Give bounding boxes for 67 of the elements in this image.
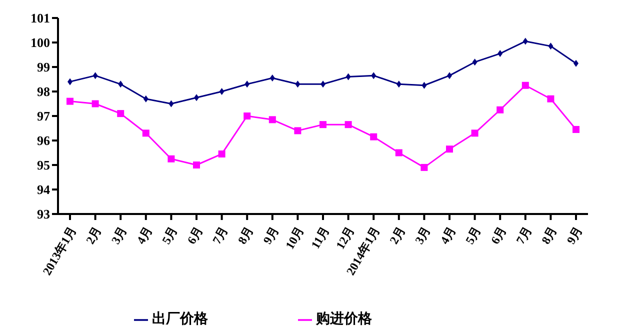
legend-label: 出厂价格: [152, 312, 208, 327]
y-tick-label: 94: [37, 182, 50, 198]
y-tick-label: 98: [37, 84, 50, 100]
point: [244, 80, 250, 88]
x-tick-label: 7月: [210, 224, 231, 246]
point: [268, 116, 276, 124]
point: [471, 130, 478, 137]
x-tick-label: 6月: [184, 224, 206, 246]
point: [572, 126, 580, 133]
x-tick-label: 10月: [282, 224, 307, 252]
point: [496, 106, 504, 114]
point: [218, 150, 226, 158]
y-tick-label: 99: [37, 60, 50, 75]
x-tick-label: 12月: [333, 224, 358, 252]
point: [244, 112, 251, 120]
y-tick-label: 93: [37, 206, 50, 222]
y-tick-label: 97: [37, 108, 50, 124]
x-tick-label: 3月: [412, 224, 434, 246]
x-tick-label: 7月: [513, 224, 534, 246]
x-tick-label: 4月: [437, 224, 458, 246]
legend-label: 购进价格: [316, 312, 372, 327]
point: [371, 72, 376, 80]
x-tick-label: 3月: [108, 224, 130, 246]
point: [422, 82, 427, 89]
point: [396, 80, 402, 88]
point: [66, 98, 74, 105]
point: [547, 95, 554, 102]
x-tick-label: 2月: [386, 224, 408, 246]
point: [548, 42, 554, 50]
point: [118, 80, 124, 88]
point: [294, 127, 302, 134]
point: [295, 80, 300, 88]
y-tick-label: 96: [37, 133, 50, 148]
x-tick-label: 2月: [83, 224, 104, 246]
point: [219, 88, 224, 95]
point: [142, 130, 150, 137]
point: [522, 82, 529, 89]
point: [320, 121, 326, 128]
point: [446, 146, 453, 153]
point: [92, 72, 98, 80]
point: [168, 155, 175, 162]
x-tick-label: 5月: [462, 224, 484, 246]
point: [370, 133, 378, 140]
x-tick-label: 8月: [234, 224, 256, 246]
point: [395, 149, 402, 156]
point: [344, 121, 352, 128]
point: [270, 74, 275, 82]
x-tick-label: 11月: [308, 224, 332, 252]
point: [420, 164, 428, 171]
y-tick-label: 95: [37, 158, 50, 173]
x-tick-label: 4月: [134, 224, 155, 246]
point: [117, 110, 124, 118]
point: [92, 100, 99, 108]
y-tick-label: 100: [30, 35, 50, 50]
point: [522, 38, 528, 45]
x-tick-label: 6月: [488, 224, 510, 246]
point: [346, 73, 351, 80]
point: [168, 100, 174, 108]
point: [498, 50, 503, 58]
point: [472, 58, 478, 66]
x-tick-label: 9月: [564, 224, 585, 246]
point: [143, 95, 148, 102]
x-tick-label: 5月: [159, 224, 180, 246]
x-tick-label: 9月: [260, 224, 282, 246]
y-tick-label: 101: [30, 10, 50, 26]
point: [193, 162, 200, 168]
x-tick-label: 8月: [538, 224, 560, 246]
